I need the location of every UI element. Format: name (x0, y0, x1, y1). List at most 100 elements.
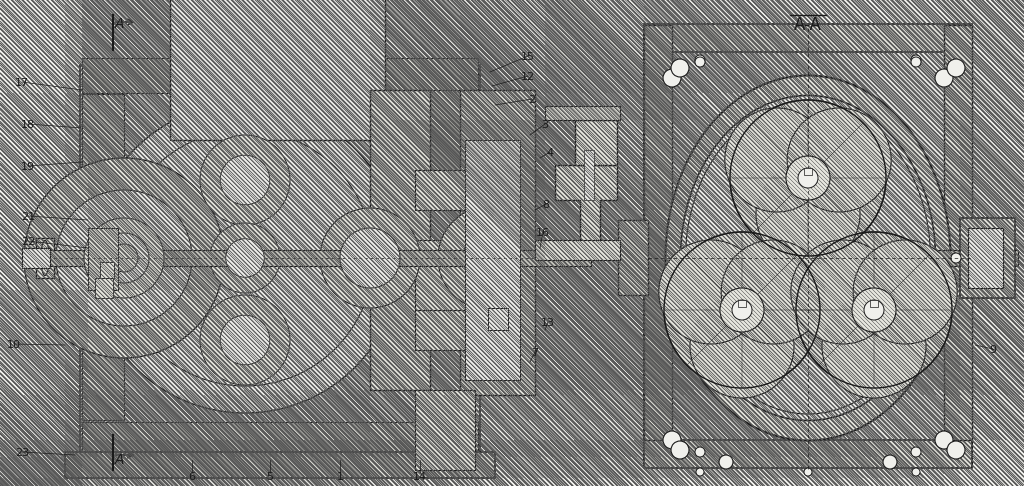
Circle shape (695, 57, 705, 67)
Bar (968, 228, 1002, 288)
Circle shape (947, 59, 965, 77)
Circle shape (664, 232, 820, 388)
Bar (961, 218, 1015, 298)
Circle shape (911, 57, 921, 67)
Circle shape (732, 300, 752, 320)
Bar (22, 248, 50, 268)
Bar (95, 278, 113, 298)
Circle shape (110, 244, 138, 272)
Ellipse shape (681, 96, 936, 420)
Bar (82, 422, 478, 457)
Circle shape (912, 468, 920, 476)
Text: 3: 3 (542, 120, 549, 130)
Bar (170, 0, 385, 140)
Text: 4: 4 (547, 148, 554, 158)
Bar (488, 308, 508, 330)
Text: 19: 19 (20, 162, 35, 172)
Text: 12: 12 (521, 72, 536, 82)
Bar (870, 300, 878, 307)
Text: A: A (115, 453, 124, 467)
Ellipse shape (666, 75, 950, 440)
Circle shape (117, 130, 373, 386)
Circle shape (671, 441, 689, 459)
Bar (535, 240, 620, 260)
Text: 16: 16 (536, 228, 550, 238)
Bar (575, 120, 617, 165)
Wedge shape (438, 206, 495, 310)
Text: 15: 15 (521, 52, 535, 62)
Circle shape (200, 295, 290, 385)
Circle shape (663, 69, 681, 87)
Bar (545, 106, 620, 120)
Text: 13: 13 (541, 318, 555, 328)
Bar (415, 390, 475, 470)
Circle shape (84, 218, 164, 298)
Bar (370, 90, 430, 390)
Text: 14: 14 (413, 472, 427, 482)
Bar (415, 240, 475, 310)
Circle shape (695, 55, 705, 65)
Circle shape (99, 233, 150, 283)
Ellipse shape (41, 241, 49, 276)
Bar (644, 25, 972, 465)
Circle shape (90, 103, 400, 413)
Circle shape (822, 294, 926, 398)
Circle shape (200, 135, 290, 225)
Text: 21: 21 (20, 212, 35, 222)
Circle shape (947, 441, 965, 459)
Bar (644, 25, 672, 440)
Circle shape (796, 232, 952, 388)
Bar (36, 238, 54, 278)
Text: 2: 2 (528, 95, 536, 105)
Circle shape (911, 447, 921, 457)
Circle shape (690, 294, 794, 398)
Bar (420, 90, 475, 210)
Bar (930, 250, 1018, 266)
Text: 17: 17 (15, 78, 29, 88)
Circle shape (853, 240, 957, 344)
Bar (584, 150, 594, 200)
Circle shape (210, 223, 280, 293)
Text: 8: 8 (543, 200, 550, 210)
Circle shape (791, 240, 895, 344)
Text: A: A (115, 17, 124, 31)
Text: A-A: A-A (794, 16, 822, 34)
Circle shape (695, 447, 705, 457)
Bar (944, 25, 972, 440)
Circle shape (663, 431, 681, 449)
Text: 23: 23 (15, 448, 29, 458)
Circle shape (319, 208, 420, 308)
Circle shape (798, 168, 818, 188)
Polygon shape (555, 165, 617, 248)
Circle shape (911, 55, 921, 65)
Bar (65, 452, 495, 478)
Circle shape (730, 100, 886, 256)
Bar (738, 300, 746, 307)
Bar (80, 65, 480, 455)
Text: 5: 5 (266, 472, 273, 482)
Circle shape (220, 155, 269, 205)
Circle shape (671, 59, 689, 77)
Circle shape (220, 315, 269, 365)
Bar (82, 58, 478, 93)
Circle shape (935, 431, 953, 449)
Text: 9: 9 (989, 345, 996, 355)
Bar (82, 94, 124, 420)
Circle shape (864, 300, 884, 320)
Text: 1: 1 (337, 472, 343, 482)
Circle shape (756, 162, 860, 266)
Text: 7: 7 (531, 348, 539, 358)
Text: 10: 10 (7, 340, 22, 350)
Bar (460, 90, 535, 395)
Circle shape (883, 455, 897, 469)
Bar (618, 220, 648, 295)
Bar (804, 168, 812, 175)
Circle shape (658, 240, 763, 344)
Circle shape (935, 69, 953, 87)
Text: 6: 6 (188, 472, 196, 482)
Bar (644, 440, 972, 468)
Bar (88, 228, 118, 290)
Circle shape (56, 190, 193, 326)
Text: 22: 22 (20, 237, 35, 247)
Circle shape (786, 156, 830, 200)
